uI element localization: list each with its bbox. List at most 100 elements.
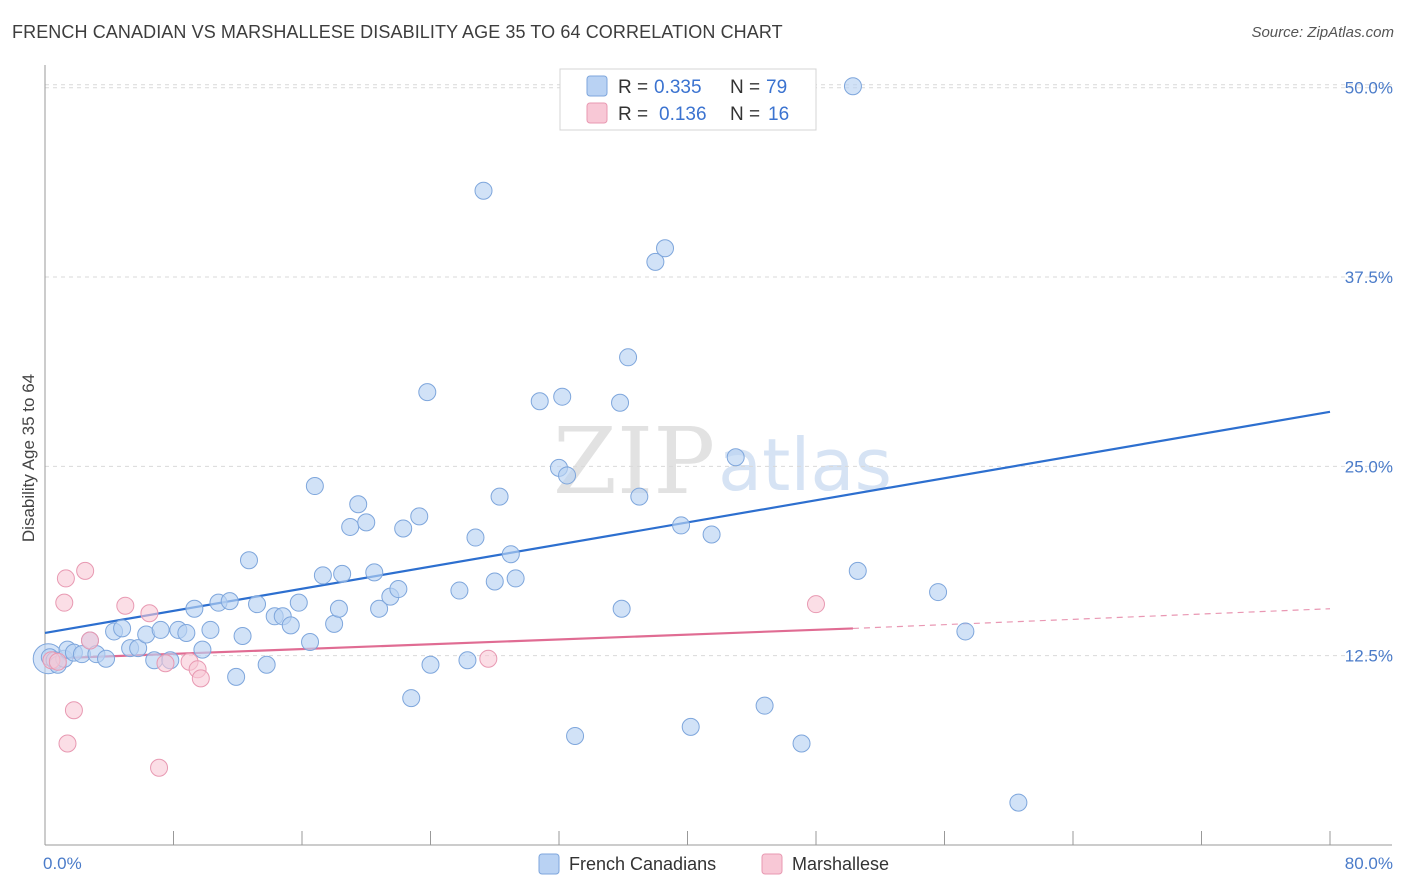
y-tick-label: 37.5%: [1345, 268, 1393, 287]
french-canadians-point: [301, 633, 320, 652]
marshallese-point: [191, 669, 210, 688]
bottom-legend-blue-swatch: [538, 853, 560, 875]
french-canadians-point: [281, 616, 300, 635]
x-tick-label: 80.0%: [1345, 854, 1393, 873]
grid-lines: [45, 84, 1392, 657]
french-canadians-point: [1009, 793, 1028, 812]
bottom-legend-blue-label: French Canadians: [569, 854, 716, 874]
french-canadians-point: [646, 252, 665, 271]
french-canadians-point: [485, 572, 504, 591]
french-canadians-point: [553, 387, 572, 406]
marshallese-trend-extension: [852, 608, 1331, 630]
bottom-legend-pink-label: Marshallese: [792, 854, 889, 874]
legend-pink-n-label: N =: [730, 104, 760, 125]
french-canadians-point: [490, 487, 509, 506]
bottom-legend-pink-swatch: [761, 853, 783, 875]
french-canadians-point: [558, 466, 577, 485]
french-canadians-point: [313, 566, 332, 585]
french-canadians-point: [956, 622, 975, 641]
french-canadians-point: [501, 545, 520, 564]
legend-pink-swatch: [586, 102, 608, 124]
french-canadians-point: [201, 620, 220, 639]
french-canadians-point: [672, 516, 691, 535]
french-canadians-point: [389, 580, 408, 599]
y-axis-title: Disability Age 35 to 64: [19, 374, 38, 542]
legend-blue-r-label: R =: [618, 77, 648, 98]
french-canadians-point: [305, 477, 324, 496]
french-canadians-point: [530, 392, 549, 411]
french-canadians-point: [612, 599, 631, 618]
french-canadians-point: [220, 592, 239, 611]
legend-blue-n-value: 79: [766, 77, 787, 98]
source-label: Source: ZipAtlas.com: [1251, 24, 1394, 41]
french-canadians-points: [32, 77, 1028, 812]
marshallese-point: [58, 734, 77, 753]
french-canadians-point: [843, 77, 862, 96]
french-canadians-point: [333, 564, 352, 583]
french-canadians-point: [421, 655, 440, 674]
french-canadians-point: [193, 640, 212, 659]
marshallese-point: [150, 758, 169, 777]
french-canadians-point: [113, 619, 132, 638]
french-canadians-point: [630, 487, 649, 506]
y-tick-label: 25.0%: [1345, 457, 1393, 476]
french-canadians-point: [506, 569, 525, 588]
french-canadians-point: [474, 181, 493, 200]
french-canadians-point: [239, 551, 258, 570]
french-canadians-point: [349, 495, 368, 514]
french-canadians-point: [418, 383, 437, 402]
french-canadians-point: [466, 528, 485, 547]
french-canadians-point: [185, 599, 204, 618]
french-canadians-point: [458, 651, 477, 670]
french-canadians-point: [370, 599, 389, 618]
french-canadians-point: [289, 593, 308, 612]
french-canadians-point: [97, 649, 116, 668]
marshallese-point: [479, 649, 498, 668]
french-canadians-point: [726, 448, 745, 467]
axes: [44, 65, 1392, 846]
french-canadians-point: [410, 507, 429, 526]
legend-blue-swatch: [586, 75, 608, 97]
correlation-legend: R = 0.335 N = 79 R = 0.136 N = 16: [559, 68, 817, 131]
french-canadians-point: [357, 513, 376, 532]
x-tick-label: 0.0%: [43, 854, 82, 873]
french-canadians-point: [341, 517, 360, 536]
french-canadians-point: [325, 614, 344, 633]
marshallese-trend-line: [44, 627, 853, 660]
french-canadians-point: [929, 583, 948, 602]
french-canadians-point: [129, 639, 148, 658]
french-canadians-point: [227, 667, 246, 686]
french-canadians-point: [233, 626, 252, 645]
french-canadians-point: [566, 726, 585, 745]
french-canadians-point: [611, 393, 630, 412]
marshallese-point: [76, 561, 95, 580]
marshallese-point: [80, 631, 99, 650]
french-canadians-point: [619, 348, 638, 367]
marshallese-point: [48, 652, 67, 671]
marshallese-points: [42, 561, 825, 777]
legend-pink-n-value: 16: [768, 104, 789, 125]
tick-labels: 12.5% 25.0% 37.5% 50.0% 0.0% 80.0%: [43, 79, 1393, 873]
french-canadians-point: [248, 595, 267, 614]
legend-blue-n-label: N =: [730, 77, 760, 98]
watermark-atlas: atlas: [718, 423, 892, 507]
marshallese-point: [140, 604, 159, 623]
marshallese-point: [55, 593, 74, 612]
french-canadians-point: [792, 734, 811, 753]
series-legend: French Canadians Marshallese: [538, 853, 889, 875]
marshallese-point: [116, 596, 135, 615]
legend-pink-r-value: 0.136: [659, 104, 707, 125]
marshallese-point: [807, 595, 825, 614]
legend-pink-r-label: R =: [618, 104, 648, 125]
french-canadians-point: [681, 717, 700, 736]
marshallese-point: [64, 701, 83, 720]
marshallese-point: [56, 569, 75, 588]
y-tick-label: 50.0%: [1345, 79, 1393, 98]
french-canadians-point: [257, 655, 276, 674]
legend-blue-r-value: 0.335: [654, 77, 702, 98]
french-canadians-point: [365, 563, 384, 582]
french-canadians-point: [394, 519, 413, 538]
chart-title: FRENCH CANADIAN VS MARSHALLESE DISABILIT…: [12, 22, 783, 42]
french-canadians-point: [656, 239, 675, 258]
